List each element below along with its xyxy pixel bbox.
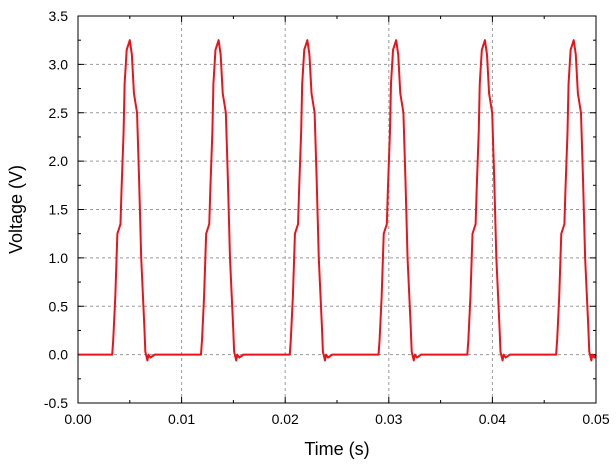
x-tick-label: 0.03	[375, 411, 402, 427]
y-tick-label: 3.5	[49, 8, 69, 24]
x-tick-label: 0.04	[479, 411, 506, 427]
plot-frame	[77, 15, 597, 404]
series-layer	[78, 39, 597, 362]
y-tick-label: 0.5	[49, 298, 69, 314]
x-tick-label: 0.00	[64, 411, 91, 427]
y-tick-label: 2.0	[49, 153, 69, 169]
y-tick-label: 0.0	[49, 347, 69, 363]
y-tick-label: 1.0	[49, 250, 69, 266]
y-tick-label: 3.0	[49, 56, 69, 72]
x-tick-label: 0.02	[272, 411, 299, 427]
y-tick-labels: -0.5 0.0 0.5 1.0 1.5 2.0 2.5 3.0 3.5	[44, 8, 68, 411]
x-tick-label: 0.05	[582, 411, 609, 427]
y-axis-label: Voltage (V)	[6, 165, 26, 254]
grid-lines	[78, 16, 596, 403]
y-tick-label: -0.5	[44, 395, 68, 411]
x-tick-labels: 0.00 0.01 0.02 0.03 0.04 0.05	[64, 411, 609, 427]
x-axis-label: Time (s)	[304, 439, 369, 459]
y-tick-label: 1.5	[49, 202, 69, 218]
y-tick-label: 2.5	[49, 105, 69, 121]
x-tick-label: 0.01	[168, 411, 195, 427]
voltage-series-line	[78, 39, 597, 362]
